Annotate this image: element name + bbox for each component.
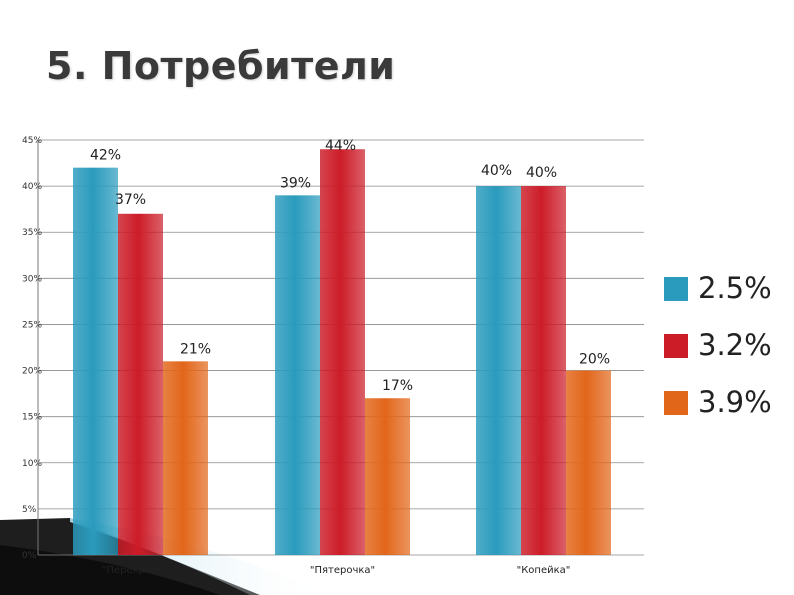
- legend-swatch: [664, 334, 688, 358]
- y-tick-label: 30%: [22, 274, 42, 284]
- data-label: 17%: [382, 378, 413, 394]
- bar-0-2: [476, 186, 521, 555]
- legend-label: 3.9%: [698, 385, 772, 419]
- x-category-label: "Перекресток": [102, 565, 179, 576]
- bar-0-0: [73, 167, 118, 555]
- data-label: 39%: [280, 175, 311, 191]
- bar-1-2: [521, 186, 566, 555]
- y-tick-label: 15%: [22, 413, 42, 423]
- bar-2-0: [163, 361, 208, 555]
- legend-label: 2.5%: [698, 271, 772, 305]
- bar-2-1: [365, 398, 410, 555]
- data-label: 44%: [325, 138, 356, 154]
- legend-item: 3.2%: [664, 325, 788, 365]
- slide-title: 5. Потребители: [46, 44, 396, 88]
- y-tick-label: 20%: [22, 367, 42, 377]
- y-tick-label: 0%: [22, 551, 37, 561]
- y-tick-label: 5%: [22, 505, 37, 515]
- y-tick-label: 10%: [22, 459, 42, 469]
- y-tick-label: 25%: [22, 320, 42, 330]
- legend-item: 3.9%: [664, 382, 788, 422]
- legend-item: 2.5%: [664, 268, 788, 308]
- data-label: 37%: [115, 192, 146, 208]
- legend-swatch: [664, 277, 688, 301]
- bar-2-2: [566, 370, 611, 555]
- bar-1-0: [118, 213, 163, 555]
- x-category-label: "Копейка": [517, 565, 571, 576]
- data-label: 21%: [180, 341, 211, 357]
- data-label: 20%: [579, 352, 610, 368]
- data-label: 42%: [90, 148, 121, 164]
- x-category-label: "Пятерочка": [310, 565, 375, 576]
- legend-label: 3.2%: [698, 328, 772, 362]
- data-label: 40%: [526, 165, 557, 181]
- bar-1-1: [320, 149, 365, 555]
- y-tick-label: 35%: [22, 228, 42, 238]
- data-label: 40%: [481, 163, 512, 179]
- legend-swatch: [664, 391, 688, 415]
- y-tick-label: 40%: [22, 182, 42, 192]
- y-tick-label: 45%: [22, 136, 42, 146]
- bar-0-1: [275, 195, 320, 556]
